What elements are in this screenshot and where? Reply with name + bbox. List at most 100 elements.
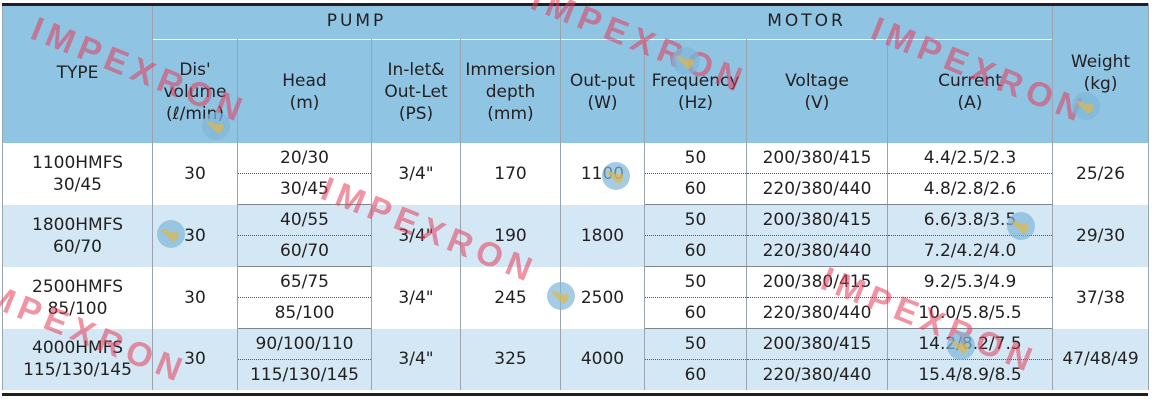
voltage-cell: 200/380/415	[746, 143, 888, 174]
head-cell: 85/100	[237, 297, 372, 329]
header-inlet-unit: (PS)	[398, 103, 434, 124]
header-current-label: Current	[938, 70, 1002, 91]
head-cell: 30/45	[237, 173, 372, 205]
current-cell: 6.6/3.8/3.5	[886, 204, 1054, 236]
head-cell: 20/30	[237, 143, 372, 174]
header-inlet-l1: In-let&	[387, 59, 445, 80]
header-discharge-l2: volume	[163, 81, 227, 102]
weight-cell: 25/26	[1052, 143, 1150, 205]
frequency-cell: 50	[644, 204, 747, 236]
table-row: 60/70 60 220/380/440 7.2/4.2/4.0	[3, 235, 1149, 267]
table-row: 85/100 60 220/380/440 10.0/5.8/5.5	[3, 297, 1149, 329]
frequency-cell: 60	[644, 235, 747, 267]
frequency-cell: 50	[644, 266, 747, 298]
head-cell: 90/100/110	[237, 328, 372, 360]
output-cell: 1100	[560, 143, 645, 205]
type-cell: 1800HMFS 60/70	[2, 204, 153, 267]
header-weight-label: Weight	[1070, 52, 1131, 72]
head-cell: 60/70	[237, 235, 372, 267]
header-immersion-l2: depth	[485, 81, 536, 102]
inlet-cell: 3/4"	[371, 143, 461, 205]
type-model: 1800HMFS	[32, 214, 123, 235]
weight-cell: 29/30	[1052, 204, 1150, 267]
immersion-cell: 170	[460, 143, 561, 205]
voltage-cell: 220/380/440	[746, 235, 888, 267]
type-variant: 115/130/145	[23, 360, 132, 381]
immersion-cell: 190	[460, 204, 561, 267]
header-weight-unit: (kg)	[1083, 74, 1118, 94]
discharge-cell: 30	[152, 266, 238, 329]
header-type: TYPE	[2, 3, 153, 143]
current-cell: 4.8/2.8/2.6	[886, 173, 1054, 205]
table-row: 1100HMFS 30/45 30 20/30 3/4" 170 1100 50…	[2, 143, 1150, 205]
header-frequency-label: Frequency	[651, 70, 740, 91]
table-row: 1800HMFS 60/70 30 40/55 3/4" 190 1800 50…	[2, 204, 1150, 267]
inlet-cell: 3/4"	[371, 328, 461, 390]
frequency-cell: 60	[644, 359, 747, 390]
type-cell: 4000HMFS 115/130/145	[2, 328, 153, 390]
header-output-unit: (W)	[587, 92, 618, 113]
header-output-label: Out-put	[569, 70, 636, 91]
head-cell: 40/55	[237, 204, 372, 236]
type-model: 2500HMFS	[32, 276, 123, 297]
discharge-cell: 30	[152, 328, 238, 390]
header-current-unit: (A)	[957, 92, 983, 113]
header-head-label: Head	[282, 70, 327, 91]
table-row: 2500HMFS 85/100 30 65/75 3/4" 245 2500 5…	[2, 266, 1150, 329]
weight-cell: 37/38	[1052, 266, 1150, 329]
header-discharge: Dis' volume (ℓ/min)	[152, 39, 238, 143]
frequency-cell: 60	[644, 297, 747, 329]
type-model: 4000HMFS	[32, 338, 123, 359]
frequency-cell: 60	[644, 173, 747, 205]
immersion-cell: 325	[460, 328, 561, 390]
header-head-unit: (m)	[289, 92, 320, 113]
voltage-cell: 220/380/440	[746, 297, 888, 329]
current-cell: 7.2/4.2/4.0	[886, 235, 1054, 267]
current-cell: 4.4/2.5/2.3	[886, 143, 1054, 174]
header-frequency: Frequency (Hz)	[644, 39, 747, 143]
header-voltage-unit: (V)	[804, 92, 830, 113]
type-variant: 85/100	[47, 298, 108, 319]
header-voltage: Voltage (V)	[746, 39, 888, 143]
frequency-cell: 50	[644, 328, 747, 360]
output-cell: 4000	[560, 328, 645, 390]
weight-cell: 47/48/49	[1052, 328, 1150, 390]
discharge-cell: 30	[152, 204, 238, 267]
head-cell: 65/75	[237, 266, 372, 298]
header-frequency-unit: (Hz)	[678, 92, 713, 113]
type-variant: 60/70	[53, 236, 102, 257]
current-cell: 10.0/5.8/5.5	[886, 297, 1054, 329]
header-current: Current (A)	[886, 39, 1054, 143]
header-head: Head (m)	[237, 39, 372, 143]
voltage-cell: 220/380/440	[746, 359, 888, 390]
table-row: 30/45 60 220/380/440 4.8/2.8/2.6	[3, 173, 1149, 205]
header-group-motor: MOTOR	[559, 3, 1054, 40]
header-weight: Weight (kg)	[1052, 3, 1150, 143]
header-immersion-l1: Immersion	[465, 59, 556, 80]
frequency-cell: 50	[644, 143, 747, 174]
header-group-pump: PUMP	[152, 3, 561, 40]
type-cell: 2500HMFS 85/100	[2, 266, 153, 329]
type-cell: 1100HMFS 30/45	[2, 143, 153, 205]
voltage-cell: 200/380/415	[746, 266, 888, 298]
header-inlet-l2: Out-Let	[384, 81, 448, 102]
inlet-cell: 3/4"	[371, 266, 461, 329]
output-cell: 1800	[560, 204, 645, 267]
header-output: Out-put (W)	[560, 39, 645, 143]
immersion-cell: 245	[460, 266, 561, 329]
header-inlet: In-let& Out-Let (PS)	[371, 39, 461, 143]
header-immersion-unit: (mm)	[487, 103, 534, 124]
top-rule	[2, 3, 1148, 6]
head-cell: 115/130/145	[237, 359, 372, 390]
current-cell: 9.2/5.3/4.9	[886, 266, 1054, 298]
table-row: 115/130/145 60 220/380/440 15.4/8.9/8.5	[3, 359, 1149, 390]
type-model: 1100HMFS	[32, 152, 123, 173]
discharge-cell: 30	[152, 143, 238, 205]
pump-spec-table: TYPE PUMP MOTOR Weight (kg) Dis' volume …	[2, 3, 1150, 390]
type-variant: 30/45	[53, 174, 102, 195]
current-cell: 15.4/8.9/8.5	[886, 359, 1054, 390]
header-immersion: Immersion depth (mm)	[460, 39, 561, 143]
voltage-cell: 200/380/415	[746, 204, 888, 236]
header-discharge-unit: (ℓ/min)	[165, 103, 225, 124]
output-cell: 2500	[560, 266, 645, 329]
